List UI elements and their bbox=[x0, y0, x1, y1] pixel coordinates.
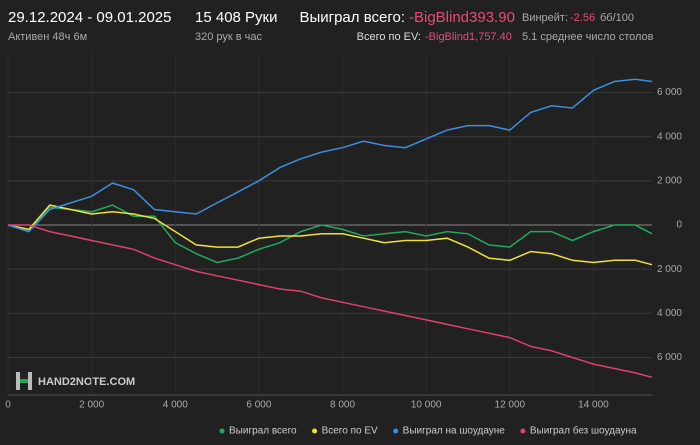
legend-label: Выиграл без шоудауна bbox=[530, 425, 637, 437]
x-tick-label: 0 bbox=[5, 400, 11, 411]
x-tick-label: 12 000 bbox=[495, 400, 526, 411]
date-range: 29.12.2024 - 09.01.2025 bbox=[8, 9, 171, 26]
winrate-value: -2.56 bbox=[570, 12, 595, 24]
legend-swatch bbox=[520, 428, 526, 434]
y-tick-label: 0 bbox=[676, 220, 682, 231]
y-tick-label: 4 000 bbox=[657, 308, 682, 319]
won-value: -BigBlind393.90 bbox=[409, 9, 515, 26]
y-tick-label: 4 000 bbox=[657, 131, 682, 142]
logo: HAND2NOTE.COM bbox=[38, 376, 135, 388]
tables: 5.1 среднее число столов bbox=[522, 31, 654, 43]
winrate-unit: бб/100 bbox=[600, 12, 634, 24]
logo-mark bbox=[16, 372, 20, 390]
hands: 15 408 Руки bbox=[195, 9, 278, 26]
series-line bbox=[8, 224, 653, 379]
y-tick-label: 2 000 bbox=[657, 264, 682, 275]
legend-swatch bbox=[312, 428, 318, 434]
legend-label: Выиграл на шоудауне bbox=[403, 426, 506, 437]
legend-label: Выиграл всего bbox=[229, 426, 297, 437]
series-line bbox=[7, 204, 653, 264]
y-tick-label: 2 000 bbox=[657, 175, 682, 186]
x-tick-label: 4 000 bbox=[163, 400, 188, 411]
x-tick-label: 10 000 bbox=[411, 400, 442, 411]
series-line bbox=[7, 78, 653, 233]
y-tick-label: 6 000 bbox=[657, 87, 682, 98]
hands-rate: 320 рук в час bbox=[195, 31, 263, 43]
x-tick-label: 14 000 bbox=[578, 400, 609, 411]
logo-mark bbox=[20, 379, 28, 383]
series-line bbox=[7, 204, 653, 266]
won-label: Выиграл всего: bbox=[299, 9, 405, 26]
x-tick-label: 2 000 bbox=[79, 400, 104, 411]
x-tick-label: 8 000 bbox=[330, 400, 355, 411]
ev-value: -BigBlind1,757.40 bbox=[425, 31, 512, 43]
winrate-label: Винрейт: bbox=[522, 12, 568, 24]
x-tick-label: 6 000 bbox=[246, 400, 271, 411]
logo-mark bbox=[28, 372, 32, 390]
active-time: Активен 48ч 6м bbox=[8, 31, 87, 43]
legend-swatch bbox=[393, 428, 399, 434]
ev-label: Всего по EV: bbox=[357, 31, 421, 43]
y-tick-label: 6 000 bbox=[657, 352, 682, 363]
legend-swatch bbox=[219, 428, 225, 434]
legend-label: Всего по EV bbox=[322, 426, 378, 437]
